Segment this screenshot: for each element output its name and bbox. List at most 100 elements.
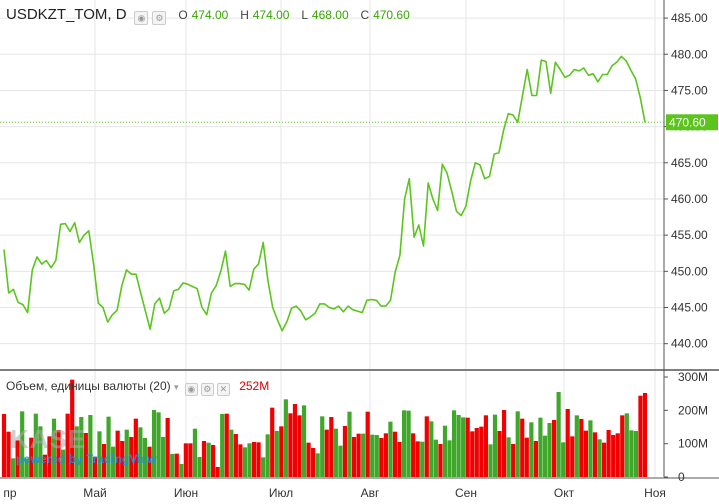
volume-bar <box>492 414 498 477</box>
volume-bar <box>411 433 416 477</box>
volume-bar <box>229 429 234 477</box>
volume-bar <box>24 458 29 477</box>
volume-bar <box>383 433 388 477</box>
series-legend: USDKZT_TOM, D ◉ ⚙ O 474.00 H 474.00 L 468… <box>6 6 410 25</box>
volume-bar <box>451 410 457 477</box>
volume-bar <box>92 456 98 477</box>
volume-bar <box>542 435 548 477</box>
volume-bar <box>79 417 84 477</box>
volume-bar <box>429 421 434 477</box>
volume-bar <box>70 379 75 477</box>
volume-bar <box>83 433 88 477</box>
open-value: 474.00 <box>191 8 229 22</box>
volume-bar <box>120 441 125 477</box>
volume-bar <box>642 393 648 477</box>
volume-bar <box>11 458 16 477</box>
volume-bar <box>515 411 520 477</box>
x-tick-label: Июн <box>174 486 198 500</box>
volume-bar <box>442 425 448 477</box>
watermark: KASE powered by TradingView <box>10 424 156 466</box>
volume-bar <box>201 441 207 477</box>
volume-bar <box>624 413 629 477</box>
volume-bar <box>324 429 329 477</box>
volume-bar <box>270 407 275 477</box>
volume-value: 252M <box>239 379 270 393</box>
volume-bar <box>188 443 193 477</box>
volume-bar <box>156 412 161 477</box>
volume-bar <box>524 437 529 477</box>
volume-bar <box>161 437 166 477</box>
volume-bar <box>115 430 120 477</box>
volume-bar <box>588 420 593 477</box>
volume-bar <box>6 431 11 477</box>
volume-bar <box>165 418 170 477</box>
eye-icon[interactable]: ◉ <box>184 383 198 396</box>
powered-by-link[interactable]: powered by TradingView <box>16 452 157 466</box>
volume-bar <box>415 441 420 477</box>
volume-bar <box>488 444 493 477</box>
y-tick-label: 475.00 <box>671 83 708 97</box>
v-tick-label: 200M <box>678 403 708 417</box>
last-price-marker: 470.60 <box>0 114 718 131</box>
volume-bar <box>292 404 298 477</box>
volume-bar <box>192 428 198 477</box>
y-tick-label: 450.00 <box>671 264 708 278</box>
volume-bar <box>347 411 352 477</box>
price-axis: 440.00 445.00 450.00 455.00 460.00 465.00 470.… <box>664 11 708 351</box>
volume-bar <box>1 414 7 477</box>
volume-bar <box>456 415 461 477</box>
volume-bar <box>474 428 479 477</box>
volume-bar <box>138 427 143 477</box>
y-tick-label: 445.00 <box>671 301 708 315</box>
volume-bar <box>597 439 602 477</box>
x-tick-label: Июл <box>269 486 293 500</box>
volume-title[interactable]: Объем, единицы валюты (20) <box>6 379 171 393</box>
eye-icon[interactable]: ◉ <box>134 11 149 25</box>
volume-bar <box>556 392 561 477</box>
chart-frame <box>0 0 719 479</box>
low-value: 468.00 <box>311 8 349 22</box>
y-tick-label: 440.00 <box>671 337 708 351</box>
volume-axis: 0 100M 200M 300M <box>664 370 708 484</box>
last-price-badge <box>666 114 718 131</box>
volume-bar <box>592 432 598 477</box>
volume-bar <box>611 435 616 477</box>
volume-bar <box>311 448 316 477</box>
volume-bar <box>297 415 302 477</box>
gear-icon[interactable]: ⚙ <box>152 11 167 25</box>
volume-bar <box>174 453 179 477</box>
volume-bar <box>251 442 257 477</box>
volume-bar <box>329 417 334 477</box>
kase-logo: KASE <box>10 424 87 454</box>
y-tick-label: 480.00 <box>671 47 708 61</box>
volume-bar <box>238 444 243 477</box>
close-icon[interactable]: ✕ <box>216 383 230 396</box>
volume-bar <box>601 442 607 477</box>
volume-bar <box>124 429 129 477</box>
symbol-title[interactable]: USDKZT_TOM, D <box>6 6 127 23</box>
volume-bar <box>629 430 634 477</box>
volume-bar <box>38 426 43 477</box>
volume-bar <box>179 464 184 477</box>
volume-bar <box>111 446 116 477</box>
volume-bar <box>306 442 311 477</box>
volume-bar <box>433 439 438 477</box>
y-tick-label: 460.00 <box>671 192 708 206</box>
volume-bar <box>47 436 52 477</box>
volume-bar <box>420 441 425 477</box>
volume-bar <box>211 445 216 477</box>
volume-bar <box>256 442 261 477</box>
volume-bar <box>247 443 252 477</box>
x-tick-label: Май <box>83 486 107 500</box>
gear-icon[interactable]: ⚙ <box>200 383 214 396</box>
volume-legend: Объем, единицы валюты (20) ▾ ◉ ⚙ ✕ 252M <box>6 379 269 396</box>
y-tick-label: 465.00 <box>671 156 708 170</box>
volume-bar <box>133 418 138 477</box>
volume-bar <box>438 444 443 477</box>
volume-bar <box>583 430 588 477</box>
volume-bar <box>101 444 107 477</box>
volume-bar <box>33 413 38 477</box>
volume-bar <box>397 442 402 477</box>
dropdown-icon[interactable]: ▾ <box>173 382 179 392</box>
